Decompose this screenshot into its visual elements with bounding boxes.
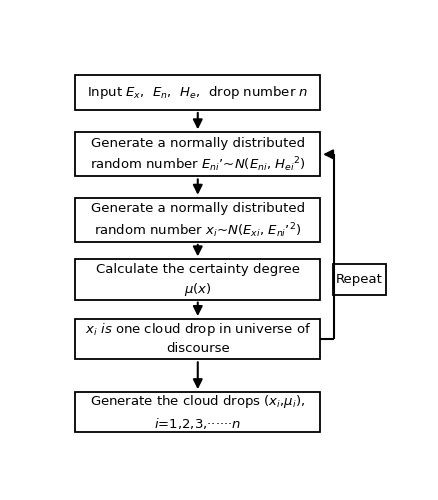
Text: random number $x_i$~$N$($E_{xi}$, $E_{ni}$’$^2$): random number $x_i$~$N$($E_{xi}$, $E_{ni… xyxy=(94,221,301,240)
Bar xyxy=(75,198,319,242)
Text: Input $E_x$,  $E_n$,  $H_e$,  drop number $n$: Input $E_x$, $E_n$, $H_e$, drop number $… xyxy=(87,84,308,101)
Text: Calculate the certainty degree: Calculate the certainty degree xyxy=(95,264,299,276)
Text: Generate the cloud drops ($x_i$,$\mu_i$),: Generate the cloud drops ($x_i$,$\mu_i$)… xyxy=(90,393,305,410)
Text: random number $E_{ni}$’~$N$($E_{ni}$, $H_{ei}$$^2$): random number $E_{ni}$’~$N$($E_{ni}$, $H… xyxy=(90,156,305,174)
Text: discourse: discourse xyxy=(166,342,229,355)
Bar xyxy=(75,132,319,176)
Bar xyxy=(75,259,319,300)
Text: Generate a normally distributed: Generate a normally distributed xyxy=(91,137,304,150)
Text: Generate a normally distributed: Generate a normally distributed xyxy=(91,202,304,215)
Text: $x_i$ $\mathit{is}$ one cloud drop in universe of: $x_i$ $\mathit{is}$ one cloud drop in un… xyxy=(85,321,310,338)
Text: $\mu(x)$: $\mu(x)$ xyxy=(184,280,211,297)
Text: Repeat: Repeat xyxy=(335,273,382,286)
Bar xyxy=(75,392,319,432)
Bar xyxy=(332,264,385,295)
Text: $i$=1,2,3,······$n$: $i$=1,2,3,······$n$ xyxy=(154,416,241,430)
Bar xyxy=(75,319,319,360)
Bar xyxy=(75,76,319,110)
